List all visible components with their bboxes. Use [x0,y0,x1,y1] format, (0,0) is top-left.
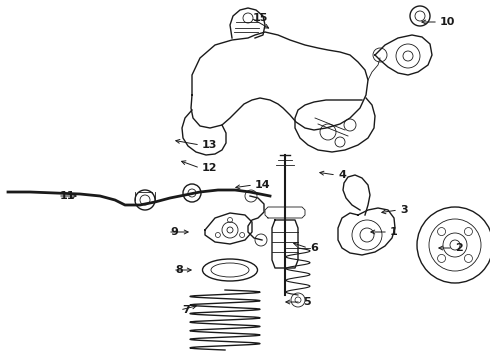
Text: 10: 10 [440,17,455,27]
Text: 12: 12 [202,163,218,173]
Text: 2: 2 [455,243,463,253]
Text: 9: 9 [170,227,178,237]
Text: 7: 7 [182,305,190,315]
Text: 11: 11 [60,191,75,201]
Text: 1: 1 [390,227,398,237]
Text: 4: 4 [338,170,346,180]
Text: 14: 14 [255,180,270,190]
Text: 5: 5 [303,297,311,307]
Text: 13: 13 [202,140,218,150]
Text: 3: 3 [400,205,408,215]
Text: 6: 6 [310,243,318,253]
Text: 15: 15 [253,13,269,23]
Text: 8: 8 [175,265,183,275]
